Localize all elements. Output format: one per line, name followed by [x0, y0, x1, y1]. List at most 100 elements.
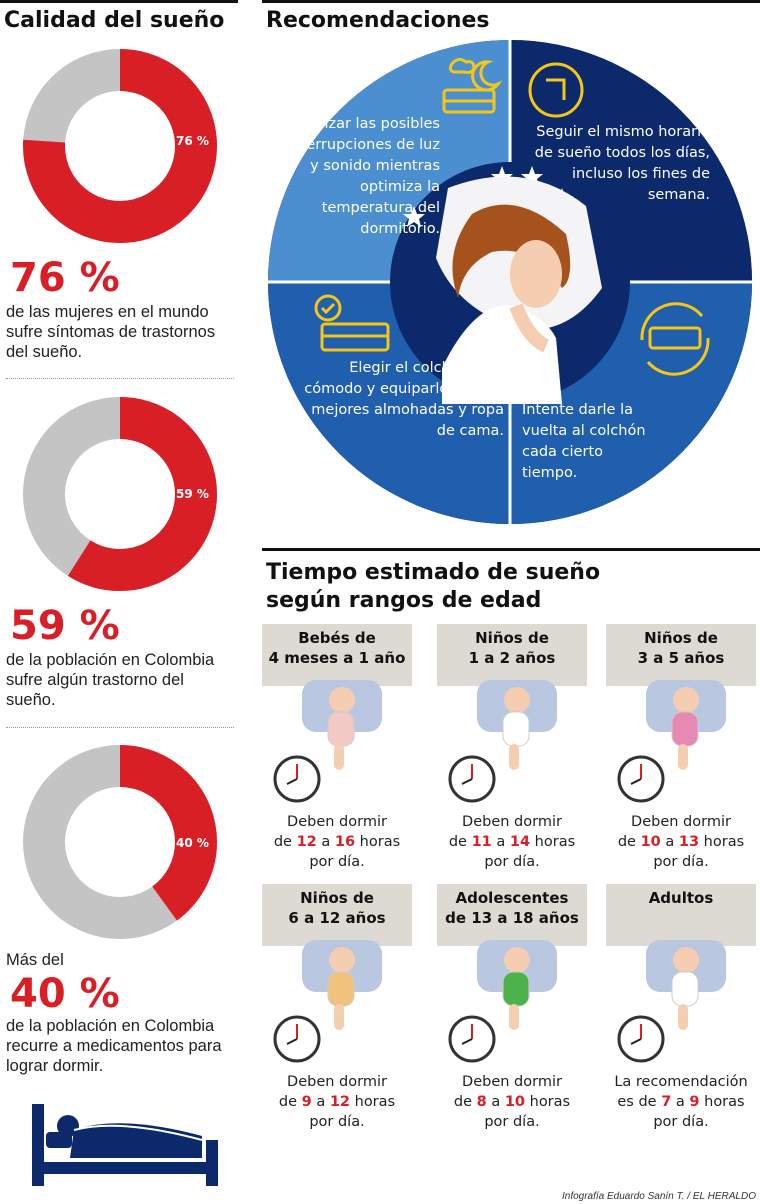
sleep-recommendation: Deben dormir de 12 a 16 horas por día.	[262, 812, 412, 872]
age-label-line1: Niños de	[644, 629, 718, 647]
stat-2-big: 59 %	[10, 603, 120, 649]
age-label-line1: Adultos	[648, 889, 714, 907]
recommendation-1: Minimizar las posibles interrupciones de…	[280, 116, 440, 237]
stat-3-prefix: Más del	[6, 951, 64, 969]
stat-2-desc: de la población en Colombia sufre algún …	[6, 651, 215, 709]
sleeping-person-illustration	[477, 940, 557, 1030]
sleep-recommendation: Deben dormir de 10 a 13 horas por día.	[606, 812, 756, 872]
age-label-line2: de 13 a 18 años	[445, 909, 579, 927]
donut-1-label: 76 %	[176, 134, 209, 148]
rec-unit: horas	[354, 1094, 396, 1110]
moon-mattress-icon	[442, 57, 503, 114]
sleeping-person-illustration	[302, 940, 382, 1030]
rec-line2: de 12 a 16 horas	[262, 832, 412, 852]
hours-min: 11	[471, 834, 492, 850]
age-label-box: Adultos	[606, 884, 756, 946]
rec-line1: Deben dormir	[462, 814, 562, 830]
donut-arc	[23, 397, 217, 591]
rec-de: de	[278, 1094, 298, 1110]
top-rule-left	[0, 0, 238, 3]
rec-unit: horas	[703, 834, 745, 850]
age-label-line2: 6 a 12 años	[288, 909, 386, 927]
clock-icon	[617, 1015, 665, 1063]
age-label-line1: Bebés de	[298, 629, 376, 647]
age-label-line2: 1 a 2 años	[468, 649, 556, 667]
rec-de: de	[453, 1094, 473, 1110]
rec-line2: de 8 a 10 horas	[437, 1092, 587, 1112]
sleep-recommendation: Deben dormir de 8 a 10 horas por día.	[437, 1072, 587, 1132]
hours-max: 16	[334, 834, 356, 850]
hours-max: 10	[504, 1094, 526, 1110]
clock-icon	[273, 1015, 321, 1063]
rec-a: a	[665, 834, 675, 850]
certified-mattress-icon	[314, 294, 390, 352]
recommendations-circle	[268, 40, 752, 524]
rec-de: es de	[617, 1094, 657, 1110]
hours-max: 14	[509, 834, 531, 850]
rec-unit: horas	[529, 1094, 571, 1110]
rec-a: a	[321, 834, 331, 850]
recommendation-4: Intente darle la vuelta al colchón cada …	[522, 402, 646, 481]
rec-a: a	[675, 1094, 685, 1110]
age-label-box: Niños de 1 a 2 años	[437, 624, 587, 686]
ages-title-1: Tiempo estimado de sueño	[266, 560, 601, 585]
rec-line3: por día.	[309, 854, 365, 870]
rec-line3: por día.	[653, 1114, 709, 1130]
age-label-line1: Adolescentes	[455, 889, 569, 907]
rec-line3: por día.	[309, 1114, 365, 1130]
face	[510, 240, 562, 308]
sleeping-person-illustration	[302, 680, 382, 770]
age-label-box: Niños de 3 a 5 años	[606, 624, 756, 686]
age-label-box: Niños de 6 a 12 años	[262, 884, 412, 946]
rec-line2: es de 7 a 9 horas	[606, 1092, 756, 1112]
mid-rule	[262, 548, 760, 551]
clock-icon	[448, 1015, 496, 1063]
rec-line1: Deben dormir	[631, 814, 731, 830]
donut-chart-1	[23, 49, 217, 243]
rec-unit: horas	[359, 834, 401, 850]
rec-line2: de 11 a 14 horas	[437, 832, 587, 852]
rec-de: de	[273, 834, 292, 850]
rec-de: de	[448, 834, 467, 850]
hours-min: 8	[476, 1094, 487, 1110]
rec-line1: Deben dormir	[287, 814, 387, 830]
clock-icon	[528, 62, 584, 118]
recommendation-3: Elegir el colchón más cómodo y equiparlo…	[304, 360, 504, 439]
rec-line2: de 9 a 12 horas	[262, 1092, 412, 1112]
clock-icon	[448, 755, 496, 803]
sleep-recommendation: Deben dormir de 9 a 12 horas por día.	[262, 1072, 412, 1132]
hours-max: 13	[678, 834, 700, 850]
stat-3-desc: de la población en Colombia recurre a me…	[6, 1017, 222, 1075]
donut-3-label: 40 %	[176, 836, 209, 850]
rec-a: a	[316, 1094, 326, 1110]
divider	[6, 378, 234, 379]
rec-de: de	[617, 834, 636, 850]
bed-icon	[32, 1104, 218, 1186]
donut-arc	[23, 49, 217, 243]
hours-min: 9	[301, 1094, 312, 1110]
recommendation-2: Seguir el mismo horario de sueño todos l…	[534, 124, 710, 203]
rec-line3: por día.	[484, 854, 540, 870]
age-label-line1: Niños de	[475, 629, 549, 647]
rec-line2: de 10 a 13 horas	[606, 832, 756, 852]
sleeping-person-illustration	[646, 940, 726, 1030]
rec-line1: La recomendación	[614, 1074, 748, 1090]
hours-min: 12	[296, 834, 317, 850]
hair	[452, 204, 571, 298]
section-title-recomendaciones: Recomendaciones	[266, 8, 490, 33]
rec-unit: horas	[704, 1094, 745, 1110]
sleep-recommendation: La recomendación es de 7 a 9 horas por d…	[606, 1072, 756, 1132]
rec-line3: por día.	[653, 854, 709, 870]
stat-1-desc: de las mujeres en el mundo sufre síntoma…	[6, 303, 216, 361]
rotate-mattress-icon	[640, 302, 710, 376]
age-label-line2: 4 meses a 1 año	[268, 649, 406, 667]
donut-chart-2	[23, 397, 217, 591]
hours-max: 12	[329, 1094, 351, 1110]
stat-1-big: 76 %	[10, 255, 120, 301]
hours-min: 7	[661, 1094, 672, 1110]
donut-2-label: 59 %	[176, 487, 209, 501]
divider	[6, 727, 234, 728]
top-rule-right	[262, 0, 760, 3]
clock-icon	[273, 755, 321, 803]
hours-max: 9	[689, 1094, 700, 1110]
